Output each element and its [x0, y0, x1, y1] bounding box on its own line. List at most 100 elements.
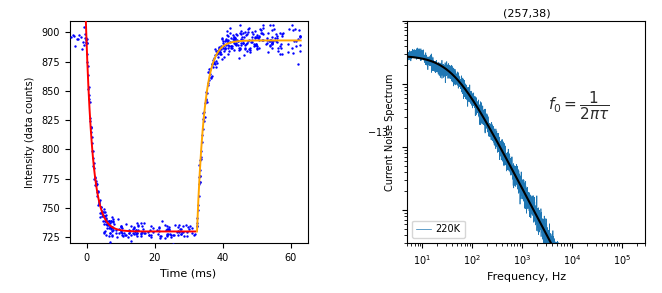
- Point: [192, 224, 203, 229]
- Point: [100, 219, 111, 224]
- Point: [195, 174, 205, 178]
- Point: [228, 47, 239, 52]
- Point: [269, 27, 279, 31]
- Point: [198, 116, 209, 121]
- Point: [230, 38, 240, 43]
- Point: [295, 35, 305, 40]
- Point: [132, 231, 142, 236]
- Point: [295, 34, 305, 39]
- Point: [266, 40, 277, 45]
- 220K: [403, 57, 411, 61]
- Point: [213, 46, 224, 51]
- Point: [220, 38, 230, 43]
- Point: [206, 76, 216, 80]
- Point: [103, 222, 113, 227]
- Point: [71, 37, 82, 42]
- Point: [132, 231, 142, 236]
- Point: [132, 223, 143, 228]
- Point: [234, 48, 244, 52]
- Point: [69, 34, 79, 39]
- Point: [215, 46, 226, 50]
- Point: [184, 224, 195, 229]
- Point: [213, 51, 224, 56]
- Point: [243, 38, 254, 42]
- Point: [249, 44, 260, 48]
- Point: [188, 233, 199, 237]
- Point: [232, 33, 242, 37]
- Point: [144, 233, 154, 237]
- Point: [99, 206, 109, 211]
- Point: [209, 53, 220, 57]
- Point: [235, 28, 246, 33]
- Point: [254, 34, 264, 38]
- Point: [181, 222, 191, 227]
- Point: [201, 89, 212, 94]
- Point: [199, 119, 210, 124]
- Point: [247, 30, 258, 34]
- Point: [232, 43, 243, 48]
- Point: [103, 219, 114, 224]
- Point: [272, 36, 283, 40]
- Point: [223, 37, 234, 42]
- Point: [287, 23, 297, 28]
- Point: [113, 217, 124, 222]
- Point: [107, 229, 118, 233]
- Point: [202, 99, 213, 104]
- Point: [257, 30, 267, 35]
- Point: [245, 50, 256, 54]
- Point: [261, 40, 272, 45]
- Point: [152, 232, 163, 237]
- Point: [236, 43, 246, 48]
- Point: [275, 41, 286, 46]
- Point: [236, 37, 246, 42]
- Point: [205, 71, 215, 76]
- Point: [256, 28, 267, 33]
- Point: [86, 125, 97, 130]
- Point: [224, 40, 235, 45]
- Point: [222, 43, 233, 48]
- Point: [107, 215, 118, 220]
- Point: [205, 67, 216, 71]
- Point: [222, 34, 233, 39]
- Point: [276, 46, 287, 51]
- Point: [98, 219, 109, 224]
- Point: [228, 37, 238, 41]
- Point: [102, 226, 113, 230]
- Text: $-13$: $-13$: [367, 126, 389, 138]
- Point: [250, 42, 260, 47]
- Point: [82, 60, 93, 64]
- Point: [120, 232, 131, 237]
- Point: [236, 31, 247, 36]
- Point: [88, 163, 99, 168]
- Point: [238, 41, 248, 45]
- Point: [93, 202, 103, 207]
- Point: [146, 224, 156, 229]
- Point: [236, 35, 247, 40]
- Legend: 220K: 220K: [412, 221, 465, 238]
- Point: [81, 40, 91, 45]
- Point: [250, 35, 261, 40]
- Point: [138, 226, 148, 231]
- Point: [214, 47, 224, 52]
- Point: [156, 234, 166, 239]
- Point: [258, 31, 269, 36]
- Point: [229, 40, 240, 45]
- Point: [267, 38, 277, 43]
- Point: [107, 225, 117, 230]
- Point: [218, 54, 229, 59]
- Point: [94, 198, 105, 203]
- Point: [216, 37, 227, 41]
- Point: [294, 28, 305, 32]
- Point: [84, 99, 95, 104]
- Point: [267, 35, 277, 39]
- Point: [212, 52, 222, 57]
- Point: [107, 233, 118, 237]
- Point: [122, 235, 133, 240]
- Point: [87, 149, 98, 153]
- Title: (257,38): (257,38): [502, 8, 550, 18]
- Point: [266, 39, 277, 43]
- Point: [104, 219, 115, 224]
- Point: [187, 225, 197, 230]
- Point: [84, 97, 95, 102]
- Point: [277, 32, 287, 36]
